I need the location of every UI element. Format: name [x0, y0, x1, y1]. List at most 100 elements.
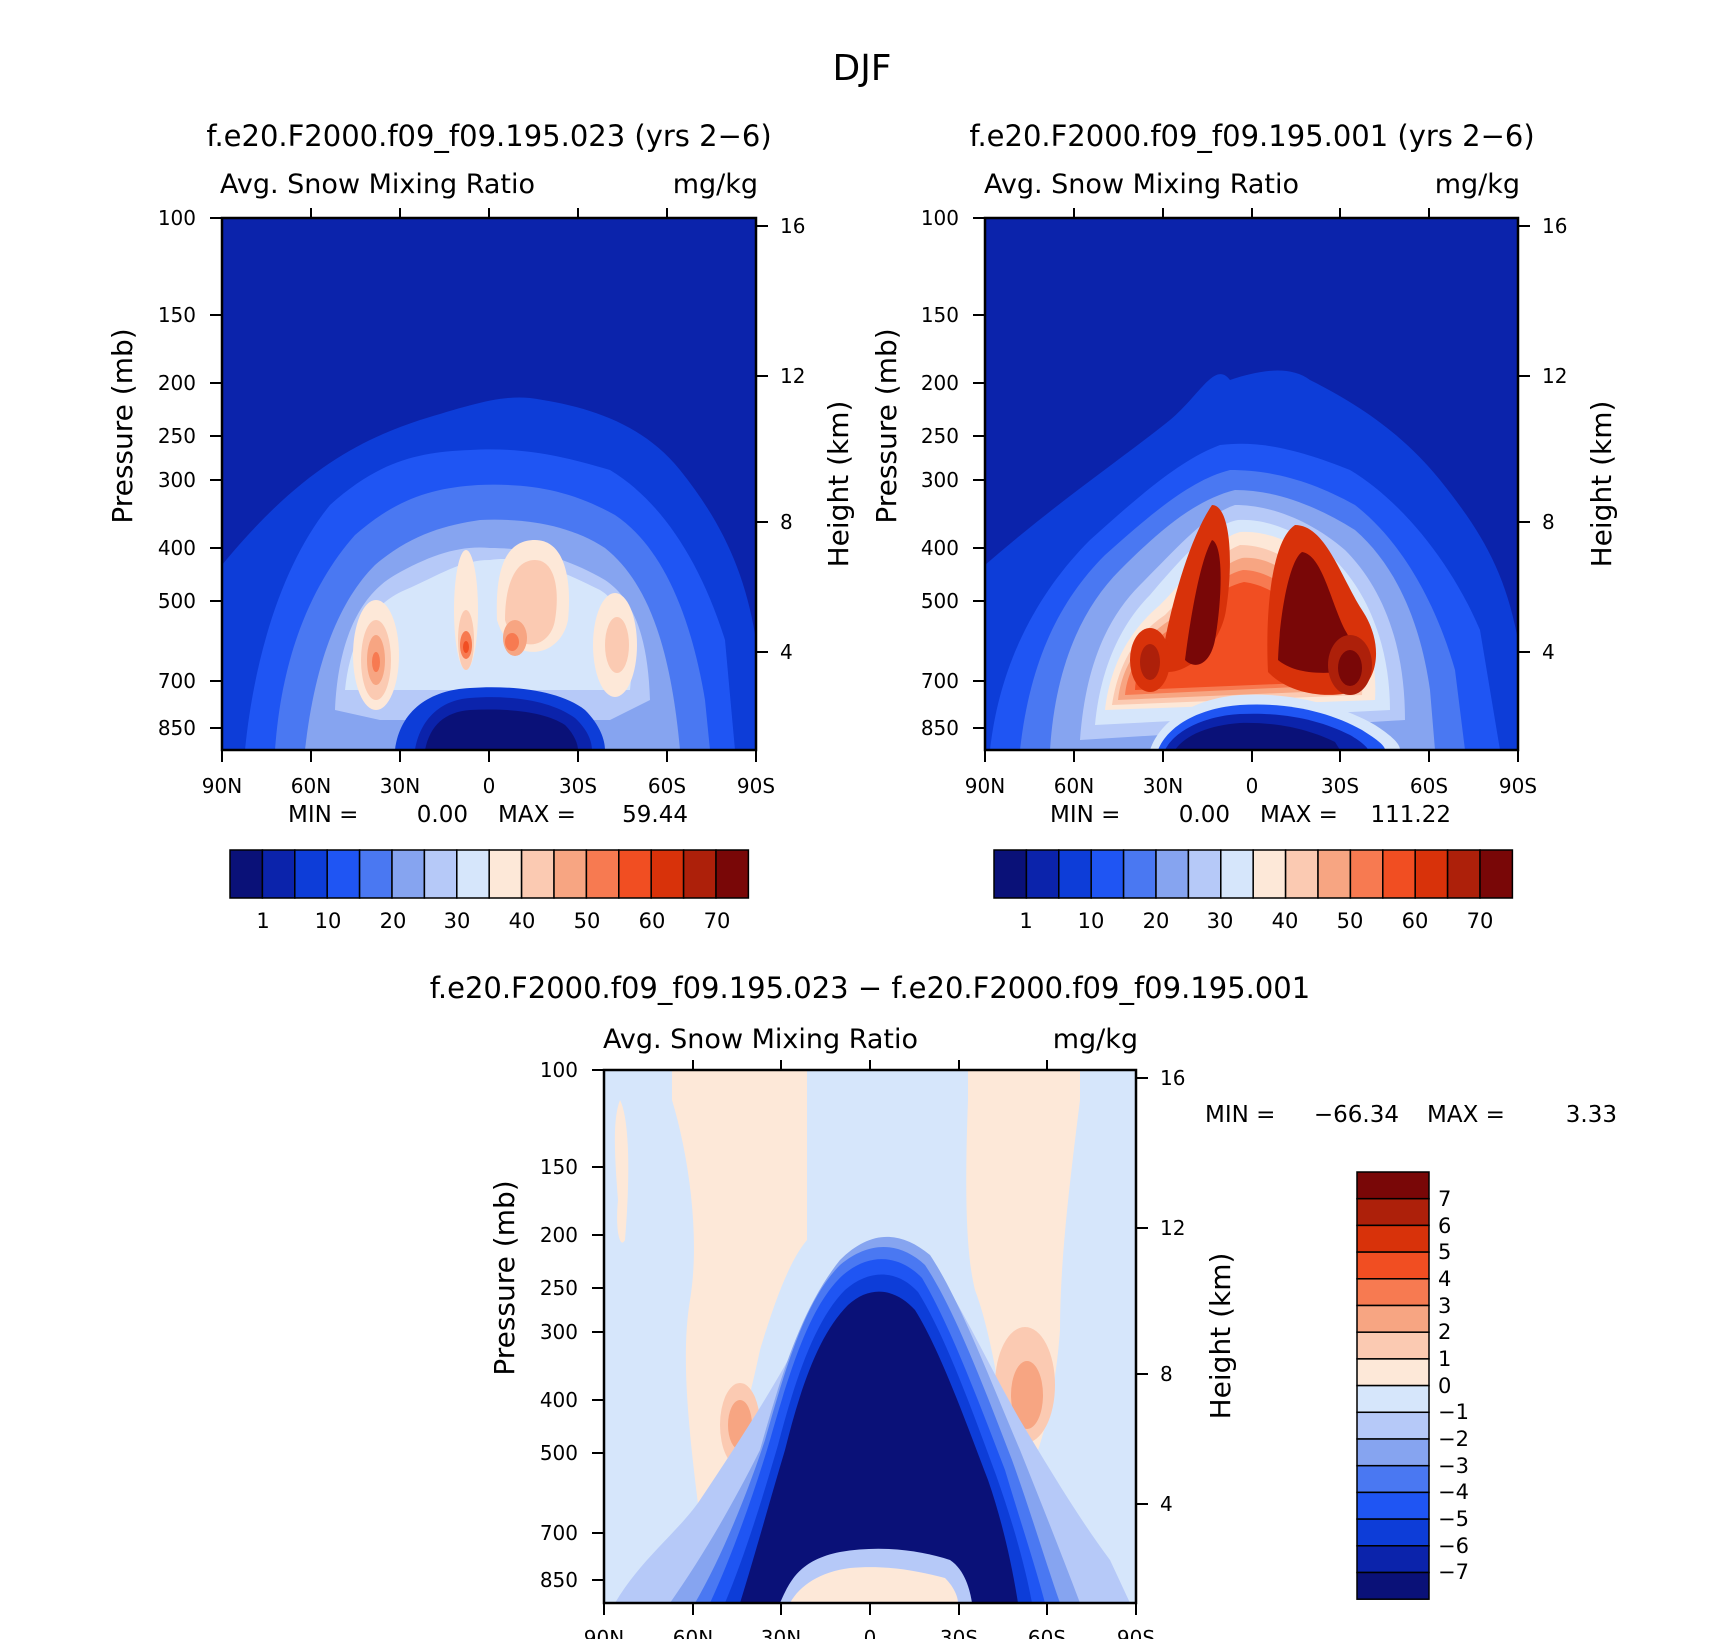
colorbar-swatch [1356, 1518, 1430, 1547]
contour-field [222, 218, 756, 750]
tick-marks [973, 208, 1530, 762]
colorbar-swatch [553, 849, 588, 899]
y-tick-label: 850 [158, 716, 196, 740]
y-tick-label: 400 [540, 1388, 578, 1412]
y-tick-label: 700 [158, 669, 196, 693]
x-tick-labels: 90N 60N 30N 0 30S 60S 90S [965, 774, 1537, 798]
colorbar-swatch [1317, 849, 1352, 899]
contour-core-eq-sh [1278, 552, 1355, 673]
y-tick-label: 300 [158, 468, 196, 492]
colorbar-label: 10 [315, 909, 342, 933]
colorbar-label: −3 [1438, 1454, 1469, 1478]
colorbar-swatch [618, 849, 652, 899]
max-label: MAX = [1427, 1102, 1505, 1128]
colorbar-swatch [1356, 1464, 1430, 1494]
colorbar [1356, 1171, 1430, 1600]
x-tick-label: 90S [1117, 1626, 1155, 1639]
y-tick-label: 100 [158, 206, 196, 230]
variable-label: Avg. Snow Mixing Ratio [603, 1024, 918, 1055]
colorbar-swatch [1155, 849, 1190, 899]
colorbar-swatch [1479, 849, 1514, 899]
x-tick-label: 90N [584, 1626, 624, 1639]
tick-marks [592, 1060, 1148, 1615]
y-axis-label: Pressure (mb) [488, 1180, 521, 1375]
colorbar-swatch [1356, 1171, 1430, 1200]
contour-max-50s [1011, 1361, 1043, 1429]
colorbar-label: 50 [574, 909, 601, 933]
colorbar-swatch [715, 849, 750, 899]
colorbar-swatch [1284, 849, 1319, 899]
x-tick-label: 30N [761, 1626, 801, 1639]
y-tick-label: 250 [921, 424, 959, 448]
colorbar-swatch [1382, 849, 1416, 899]
y-tick-label: 250 [540, 1276, 578, 1300]
colorbar-swatch [585, 849, 620, 899]
colorbar-swatch [1356, 1491, 1430, 1520]
x-tick-label: 90S [1499, 774, 1537, 798]
height-tick-label: 4 [1542, 640, 1555, 664]
x-tick-label: 90S [737, 774, 775, 798]
colorbar-swatch [423, 849, 458, 899]
max-value: 111.22 [1371, 802, 1451, 828]
colorbar-swatch [993, 849, 1028, 899]
contour-field [985, 218, 1518, 750]
x-tick-label: 30N [1143, 774, 1183, 798]
y-tick-label: 500 [158, 589, 196, 613]
colorbar-swatch [229, 849, 264, 899]
colorbar-label: 5 [1438, 1240, 1451, 1264]
colorbar-label: 1 [256, 909, 269, 933]
colorbar-label: 4 [1438, 1267, 1451, 1291]
min-value: 0.00 [1179, 802, 1230, 828]
colorbar-label: 60 [639, 909, 666, 933]
height-tick-label: 8 [1542, 510, 1555, 534]
colorbar-swatch [1349, 849, 1384, 899]
y-tick-label: 300 [540, 1320, 578, 1344]
height-tick-label: 12 [780, 364, 805, 388]
min-value: −66.34 [1314, 1102, 1399, 1128]
y-tick-label: 850 [540, 1568, 578, 1592]
y-tick-labels: 100 150 200 250 300 400 500 700 850 [540, 1058, 578, 1592]
units-label: mg/kg [1053, 1024, 1138, 1055]
colorbar-swatch [1122, 849, 1157, 899]
y-right-tick-labels: 16 12 8 4 [780, 214, 805, 664]
colorbar-swatch [650, 849, 685, 899]
contour-max-sh-3 [505, 633, 519, 651]
height-tick-label: 16 [1160, 1066, 1185, 1090]
colorbar-swatch [1356, 1251, 1430, 1280]
y-tick-label: 150 [540, 1155, 578, 1179]
contour-low-core [425, 709, 578, 750]
colorbar [229, 849, 750, 899]
colorbar-swatch [1356, 1411, 1430, 1440]
colorbar-swatch [1356, 1358, 1430, 1387]
x-tick-labels: 90N 60N 30N 0 30S 60S 90S [584, 1626, 1155, 1639]
colorbar-label: 40 [509, 909, 536, 933]
variable-label: Avg. Snow Mixing Ratio [220, 169, 535, 200]
colorbar-label: −1 [1438, 1400, 1469, 1424]
panel-case: f.e20.F2000.f09_f09.195.023 (yrs 2−6) Av… [106, 119, 855, 933]
colorbar-swatch [1356, 1224, 1430, 1253]
colorbar-swatch [261, 849, 296, 899]
units-label: mg/kg [1435, 169, 1520, 200]
x-tick-label: 60N [291, 774, 331, 798]
y-tick-label: 400 [158, 536, 196, 560]
x-tick-label: 60N [673, 1626, 713, 1639]
y-tick-label: 400 [921, 536, 959, 560]
colorbar-labels: 1 10 20 30 40 50 60 70 [1019, 909, 1493, 933]
colorbar-swatch [1356, 1571, 1430, 1600]
panel-title: f.e20.F2000.f09_f09.195.023 (yrs 2−6) [206, 119, 771, 153]
colorbar-swatch [488, 849, 523, 899]
colorbar-label: −5 [1438, 1507, 1469, 1531]
colorbar-label: 50 [1337, 909, 1364, 933]
colorbar-label: 6 [1438, 1214, 1451, 1238]
min-max-readout: MIN = 0.00 MAX = 59.44 [288, 802, 688, 828]
x-tick-label: 30S [940, 1626, 978, 1639]
colorbar-swatch [358, 849, 393, 899]
x-tick-label: 30N [380, 774, 420, 798]
colorbar-label: 30 [444, 909, 471, 933]
colorbar-swatch [1090, 849, 1125, 899]
colorbar-swatch [1058, 849, 1092, 899]
y-axis-label: Pressure (mb) [106, 328, 139, 523]
colorbar-label: 40 [1272, 909, 1299, 933]
x-tick-label: 0 [483, 774, 496, 798]
y-tick-label: 300 [921, 468, 959, 492]
